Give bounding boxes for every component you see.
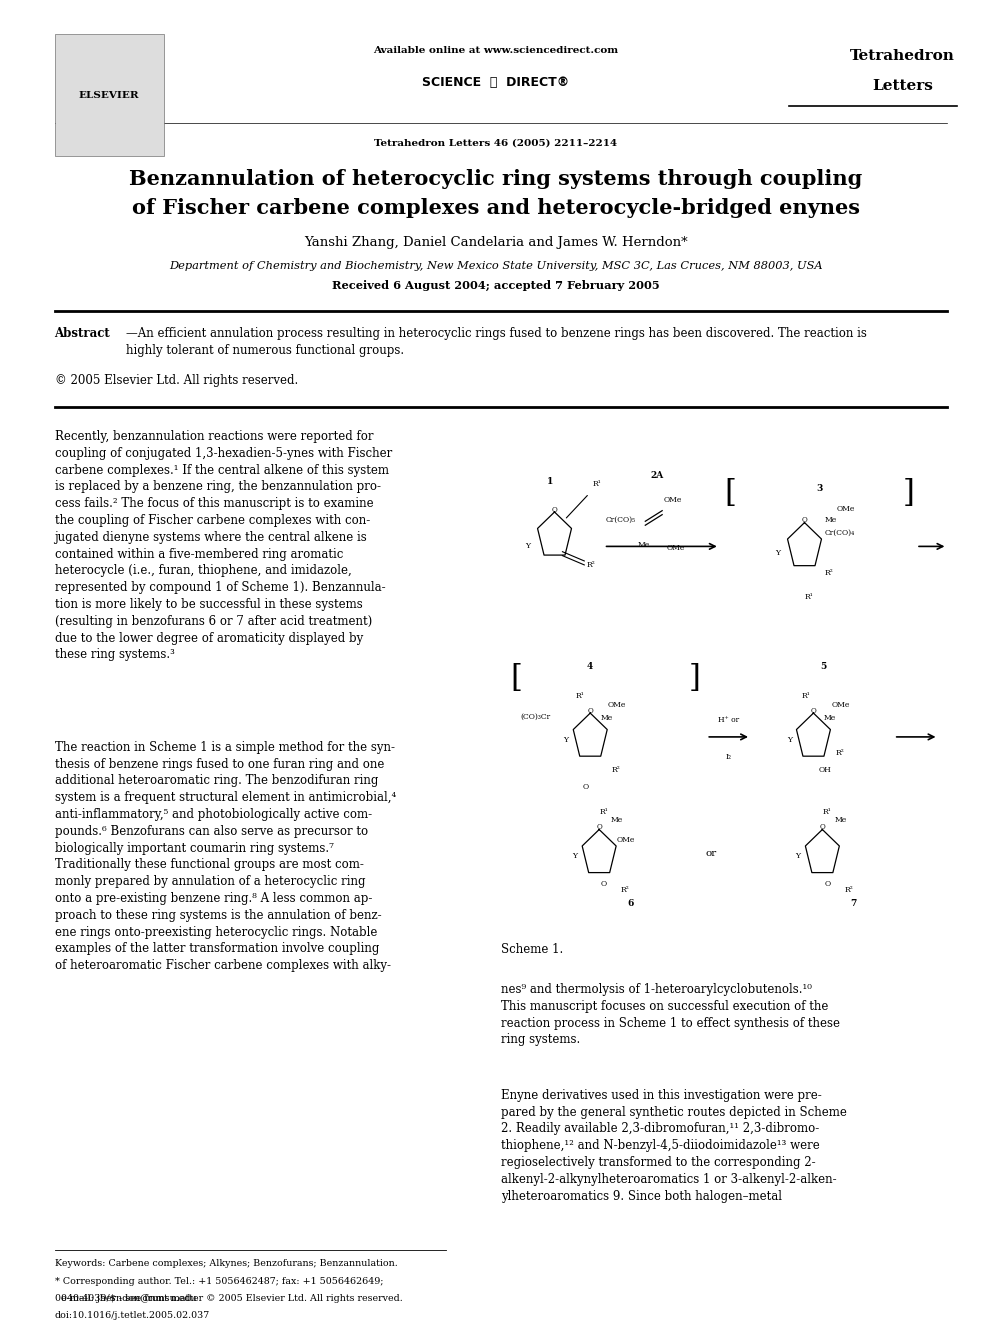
Text: doi:10.1016/j.tetlet.2005.02.037: doi:10.1016/j.tetlet.2005.02.037 <box>55 1311 210 1320</box>
Text: 6: 6 <box>627 900 633 908</box>
Text: 7: 7 <box>850 900 856 908</box>
Text: Y: Y <box>787 736 792 744</box>
Text: Me: Me <box>637 541 650 549</box>
Text: Letters: Letters <box>872 79 933 93</box>
Text: ELSEVIER: ELSEVIER <box>78 91 140 99</box>
Text: 3: 3 <box>816 484 822 493</box>
Text: R¹: R¹ <box>802 692 809 700</box>
Text: Benzannulation of heterocyclic ring systems through coupling: Benzannulation of heterocyclic ring syst… <box>129 168 863 189</box>
Text: O: O <box>819 823 825 831</box>
Text: Me: Me <box>823 714 835 722</box>
Text: R¹: R¹ <box>805 593 813 601</box>
Text: R¹: R¹ <box>576 692 584 700</box>
Text: of Fischer carbene complexes and heterocycle-bridged enynes: of Fischer carbene complexes and heteroc… <box>132 197 860 218</box>
Text: © 2005 Elsevier Ltd. All rights reserved.: © 2005 Elsevier Ltd. All rights reserved… <box>55 374 298 388</box>
Text: nes⁹ and thermolysis of 1-heteroarylcyclobutenols.¹⁰
This manuscript focuses on : nes⁹ and thermolysis of 1-heteroarylcycl… <box>501 983 840 1046</box>
Text: (CO)₃Cr: (CO)₃Cr <box>521 713 551 721</box>
Text: or: or <box>705 849 716 857</box>
Text: ]: ] <box>688 663 700 693</box>
Text: Y: Y <box>563 736 568 744</box>
Text: 1: 1 <box>547 476 553 486</box>
Text: Tetrahedron: Tetrahedron <box>850 49 955 62</box>
Text: Y: Y <box>775 549 780 557</box>
Text: OMe: OMe <box>831 701 850 709</box>
Text: 5: 5 <box>820 662 826 671</box>
Text: Keywords: Carbene complexes; Alkynes; Benzofurans; Benzannulation.: Keywords: Carbene complexes; Alkynes; Be… <box>55 1259 398 1269</box>
Text: O: O <box>552 505 558 513</box>
Text: Enyne derivatives used in this investigation were pre-
pared by the general synt: Enyne derivatives used in this investiga… <box>501 1089 847 1203</box>
Text: R²: R² <box>824 569 833 577</box>
Text: Yanshi Zhang, Daniel Candelaria and James W. Herndon*: Yanshi Zhang, Daniel Candelaria and Jame… <box>305 235 687 249</box>
Text: O: O <box>601 880 607 888</box>
Text: O: O <box>802 516 807 524</box>
Text: Cr(CO)₄: Cr(CO)₄ <box>824 529 854 537</box>
Text: Me: Me <box>600 714 612 722</box>
Text: [: [ <box>724 478 736 508</box>
Text: H⁺ or: H⁺ or <box>718 716 739 724</box>
Text: R²: R² <box>621 886 630 894</box>
Text: Available online at www.sciencedirect.com: Available online at www.sciencedirect.co… <box>373 46 619 54</box>
Text: Received 6 August 2004; accepted 7 February 2005: Received 6 August 2004; accepted 7 Febru… <box>332 280 660 291</box>
Text: Me: Me <box>824 516 836 524</box>
Text: R²: R² <box>586 561 595 569</box>
Text: SCIENCE  ⓓ  DIRECT®: SCIENCE ⓓ DIRECT® <box>423 75 569 89</box>
Text: O: O <box>824 880 830 888</box>
Text: R²: R² <box>844 886 853 894</box>
Text: 0040-4039/$ - see front matter © 2005 Elsevier Ltd. All rights reserved.: 0040-4039/$ - see front matter © 2005 El… <box>55 1294 403 1303</box>
Text: R¹: R¹ <box>592 480 601 488</box>
Text: 4: 4 <box>587 662 593 671</box>
Text: * Corresponding author. Tel.: +1 5056462487; fax: +1 5056462649;: * Corresponding author. Tel.: +1 5056462… <box>55 1277 383 1286</box>
Text: ]: ] <box>903 478 915 508</box>
Text: I₂: I₂ <box>725 753 732 761</box>
Text: Me: Me <box>834 816 846 824</box>
Text: R²: R² <box>612 766 621 774</box>
Text: OMe: OMe <box>667 544 685 552</box>
Text: OMe: OMe <box>608 701 627 709</box>
Text: Recently, benzannulation reactions were reported for
coupling of conjugated 1,3-: Recently, benzannulation reactions were … <box>55 430 392 662</box>
Text: O: O <box>582 783 588 791</box>
Text: OMe: OMe <box>663 496 682 504</box>
Text: Tetrahedron Letters 46 (2005) 2211–2214: Tetrahedron Letters 46 (2005) 2211–2214 <box>374 139 618 147</box>
Text: O: O <box>810 706 816 714</box>
Text: R¹: R¹ <box>822 808 831 816</box>
Text: 2A: 2A <box>651 471 664 480</box>
Text: [: [ <box>510 663 522 693</box>
Text: R¹: R¹ <box>599 808 608 816</box>
Text: —An efficient annulation process resulting in heterocyclic rings fused to benzen: —An efficient annulation process resulti… <box>126 327 867 357</box>
Text: OH: OH <box>818 766 831 774</box>
Text: Scheme 1.: Scheme 1. <box>501 943 563 957</box>
Text: e-mail: jherndon@nmsu.edu: e-mail: jherndon@nmsu.edu <box>55 1294 196 1303</box>
Text: O: O <box>587 706 593 714</box>
Text: Me: Me <box>611 816 623 824</box>
Text: The reaction in Scheme 1 is a simple method for the syn-
thesis of benzene rings: The reaction in Scheme 1 is a simple met… <box>55 741 396 972</box>
Text: Y: Y <box>796 852 801 860</box>
Text: Y: Y <box>572 852 577 860</box>
Bar <box>501 430 947 959</box>
Bar <box>55 34 164 156</box>
Text: Department of Chemistry and Biochemistry, New Mexico State University, MSC 3C, L: Department of Chemistry and Biochemistry… <box>170 261 822 271</box>
Text: OMe: OMe <box>617 836 636 844</box>
Text: Y: Y <box>525 542 530 550</box>
Text: Abstract: Abstract <box>55 327 110 340</box>
Text: R²: R² <box>835 749 844 757</box>
Text: OMe: OMe <box>836 505 855 513</box>
Text: O: O <box>596 823 602 831</box>
Text: Cr(CO)₅: Cr(CO)₅ <box>605 516 635 524</box>
